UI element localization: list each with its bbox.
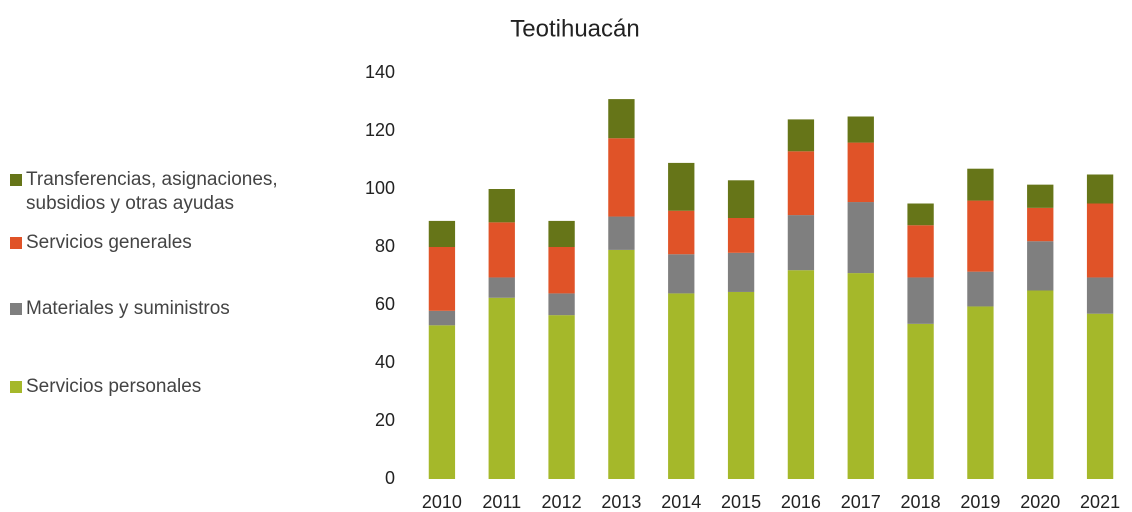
legend-label: Servicios generales — [26, 232, 192, 253]
x-tick-label: 2016 — [781, 492, 821, 512]
bar-segment — [787, 151, 815, 216]
legend-swatch — [10, 237, 22, 249]
bar-segment — [907, 323, 934, 479]
x-tick-label: 2018 — [901, 492, 941, 512]
legend-swatch — [10, 381, 22, 393]
bar-segment — [428, 325, 456, 479]
bar-segment — [787, 270, 815, 479]
bar-segment — [907, 225, 934, 278]
x-tick-label: 2021 — [1080, 492, 1120, 512]
bar-segment — [727, 291, 755, 479]
y-tick-label: 60 — [375, 294, 395, 314]
legend-label: Transferencias, asignaciones, subsidios … — [26, 169, 278, 214]
x-tick-label: 2017 — [841, 492, 881, 512]
bar-segment — [967, 306, 994, 479]
bar-segment — [548, 220, 575, 247]
bar-segment — [847, 142, 874, 203]
bar-segment — [1086, 277, 1114, 314]
x-tick-label: 2019 — [960, 492, 1000, 512]
y-tick-label: 20 — [375, 410, 395, 430]
bar-segment — [608, 216, 635, 250]
bar-segment — [1086, 174, 1114, 204]
bar-segment — [727, 180, 755, 218]
bar-segment — [787, 215, 815, 271]
bar-segment — [428, 247, 456, 311]
legend-swatch — [10, 303, 22, 315]
legend-label: Materiales y suministros — [26, 298, 230, 319]
legend-item: Materiales y suministros — [10, 297, 340, 321]
bar-segment — [1027, 207, 1054, 242]
bar-segment — [967, 200, 994, 272]
bar-segment — [907, 277, 934, 324]
bar-segment — [488, 222, 515, 278]
bar-segment — [1086, 313, 1114, 479]
bar-segment — [1027, 290, 1054, 479]
x-tick-label: 2013 — [601, 492, 641, 512]
bar-segment — [488, 297, 515, 479]
y-tick-label: 100 — [365, 178, 395, 198]
bar-segment — [488, 189, 515, 223]
bar-segment — [967, 168, 994, 201]
y-tick-label: 40 — [375, 352, 395, 372]
bar-segment — [608, 99, 635, 139]
bar-segment — [548, 315, 575, 479]
bar-segment — [548, 293, 575, 316]
x-tick-label: 2015 — [721, 492, 761, 512]
bar-segment — [548, 247, 575, 294]
chart-title: Teotihuacán — [510, 15, 639, 42]
bar-segment — [847, 202, 874, 274]
y-tick-label: 120 — [365, 120, 395, 140]
y-tick-label: 80 — [375, 236, 395, 256]
legend-swatch — [10, 174, 22, 186]
x-tick-label: 2012 — [542, 492, 582, 512]
bar-segment — [668, 162, 695, 211]
bar-segment — [967, 271, 994, 307]
bar-segment — [727, 218, 755, 253]
bar-segment — [847, 273, 874, 479]
bar-segment — [787, 119, 815, 152]
bar-segment — [608, 138, 635, 217]
bar-segment — [428, 220, 456, 247]
legend-item: Transferencias, asignaciones, subsidios … — [10, 168, 340, 216]
bar-segment — [727, 252, 755, 292]
y-tick-label: 140 — [365, 62, 395, 82]
legend-label: Servicios personales — [26, 376, 202, 397]
bar-segment — [1086, 203, 1114, 278]
bar-segment — [668, 293, 695, 479]
x-tick-label: 2010 — [422, 492, 462, 512]
x-tick-label: 2011 — [482, 492, 521, 512]
bar-segment — [668, 254, 695, 294]
bar-segment — [608, 249, 635, 479]
bar-segment — [847, 116, 874, 143]
legend-item: Servicios personales — [10, 375, 340, 399]
y-tick-label: 0 — [385, 468, 395, 488]
bar-segment — [1027, 184, 1054, 208]
bar-segment — [1027, 241, 1054, 291]
legend-item: Servicios generales — [10, 231, 340, 255]
bar-segment — [668, 210, 695, 255]
bar-segment — [428, 310, 456, 326]
x-tick-label: 2020 — [1020, 492, 1060, 512]
x-tick-label: 2014 — [661, 492, 701, 512]
bar-segment — [488, 277, 515, 298]
bar-segment — [907, 203, 934, 226]
